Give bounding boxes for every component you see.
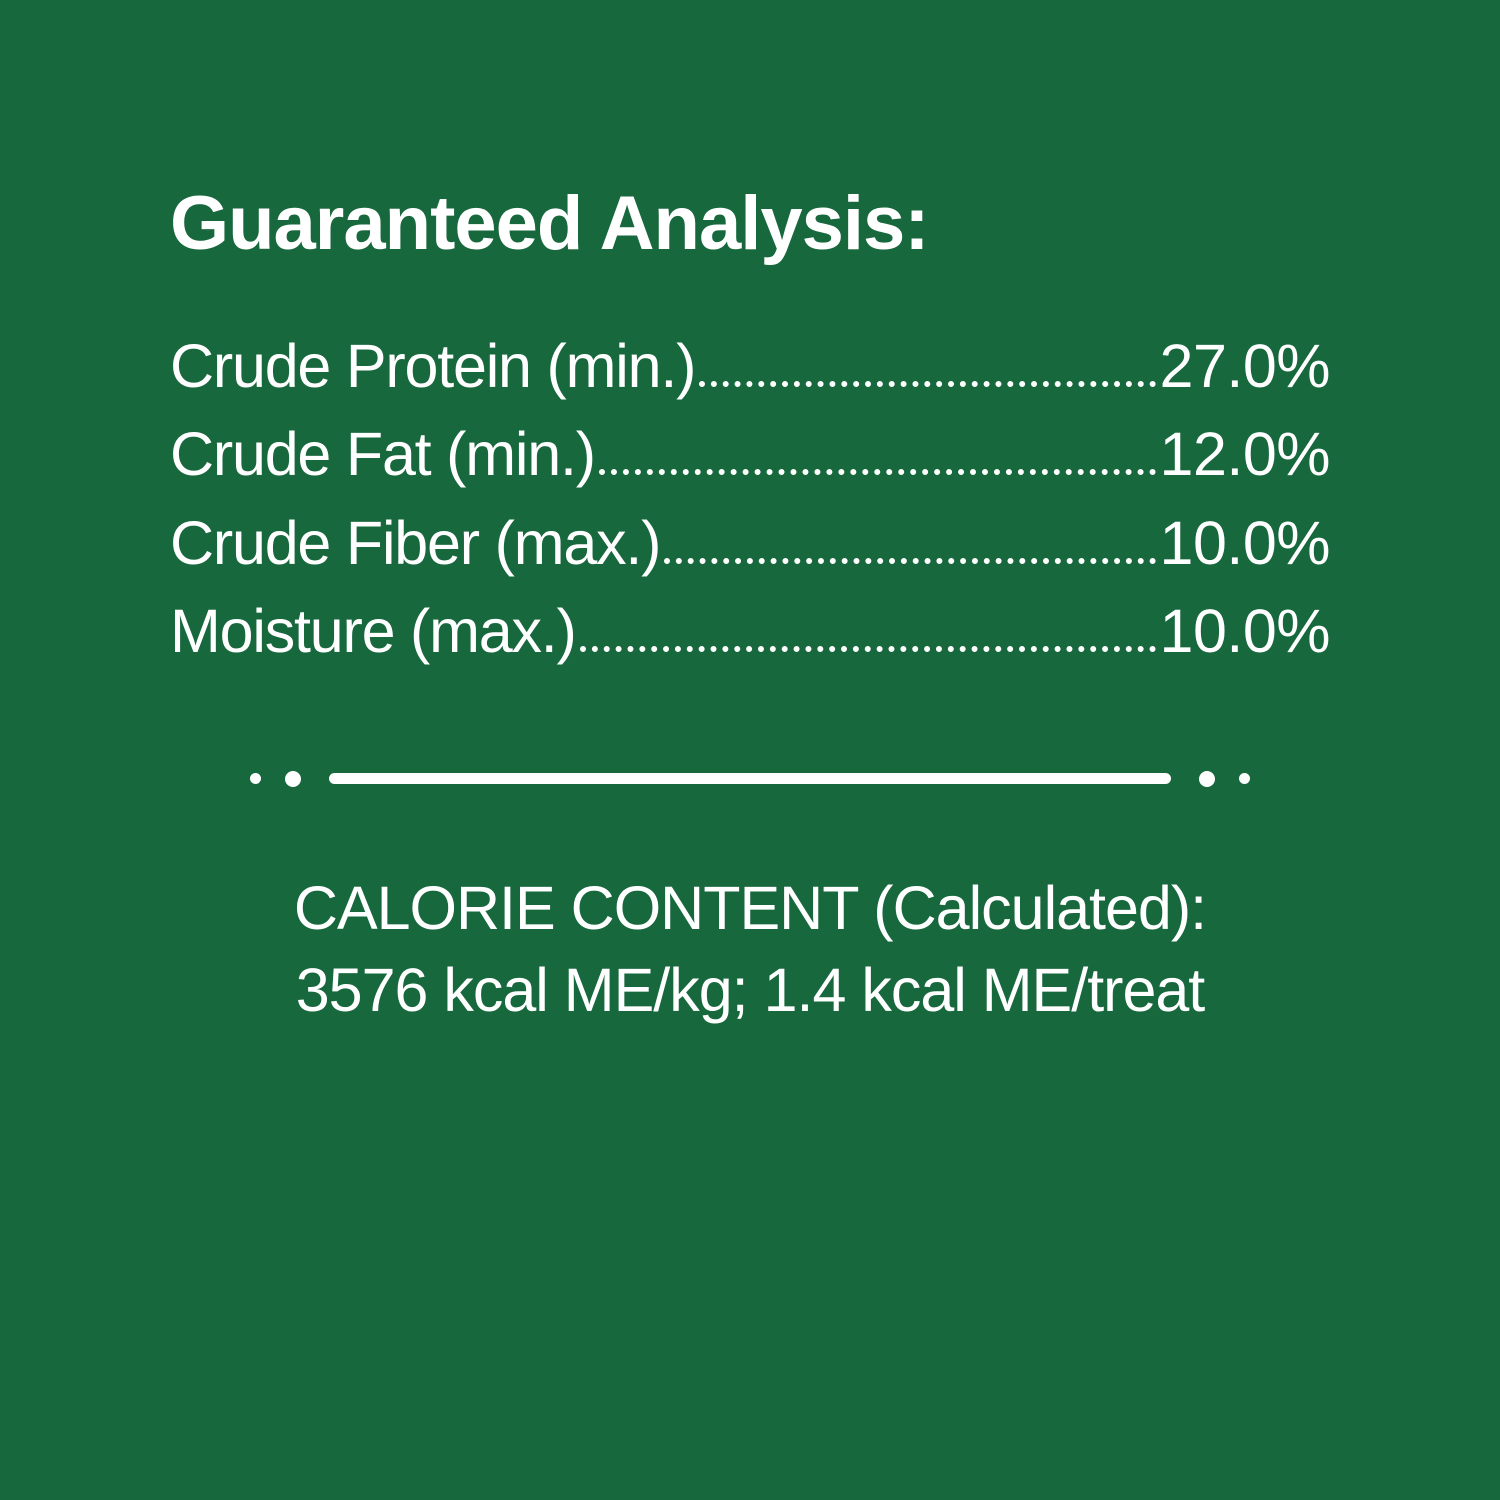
table-row: Moisture (max.) 10.0% xyxy=(170,587,1330,675)
table-row: Crude Fat (min.) 12.0% xyxy=(170,410,1330,498)
divider xyxy=(240,771,1260,787)
row-label: Crude Fat (min.) xyxy=(170,410,595,498)
leader-dots xyxy=(664,558,1155,564)
row-value: 12.0% xyxy=(1160,410,1330,498)
leader-dots xyxy=(599,469,1156,475)
row-value: 10.0% xyxy=(1160,499,1330,587)
divider-dot-icon xyxy=(285,771,301,787)
divider-dot-icon xyxy=(250,773,261,784)
divider-dot-icon xyxy=(1239,773,1250,784)
leader-dots xyxy=(580,646,1156,652)
divider-line xyxy=(329,773,1171,784)
divider-dot-icon xyxy=(1199,771,1215,787)
title-heading: Guaranteed Analysis: xyxy=(170,180,1330,267)
calorie-content: CALORIE CONTENT (Calculated): 3576 kcal … xyxy=(170,867,1330,1032)
leader-dots xyxy=(699,381,1155,387)
table-row: Crude Fiber (max.) 10.0% xyxy=(170,499,1330,587)
row-value: 10.0% xyxy=(1160,587,1330,675)
table-row: Crude Protein (min.) 27.0% xyxy=(170,322,1330,410)
row-value: 27.0% xyxy=(1160,322,1330,410)
row-label: Crude Protein (min.) xyxy=(170,322,695,410)
calorie-line-1: CALORIE CONTENT (Calculated): xyxy=(170,867,1330,949)
row-label: Moisture (max.) xyxy=(170,587,576,675)
calorie-line-2: 3576 kcal ME/kg; 1.4 kcal ME/treat xyxy=(170,949,1330,1031)
row-label: Crude Fiber (max.) xyxy=(170,499,660,587)
analysis-table: Crude Protein (min.) 27.0% Crude Fat (mi… xyxy=(170,322,1330,676)
